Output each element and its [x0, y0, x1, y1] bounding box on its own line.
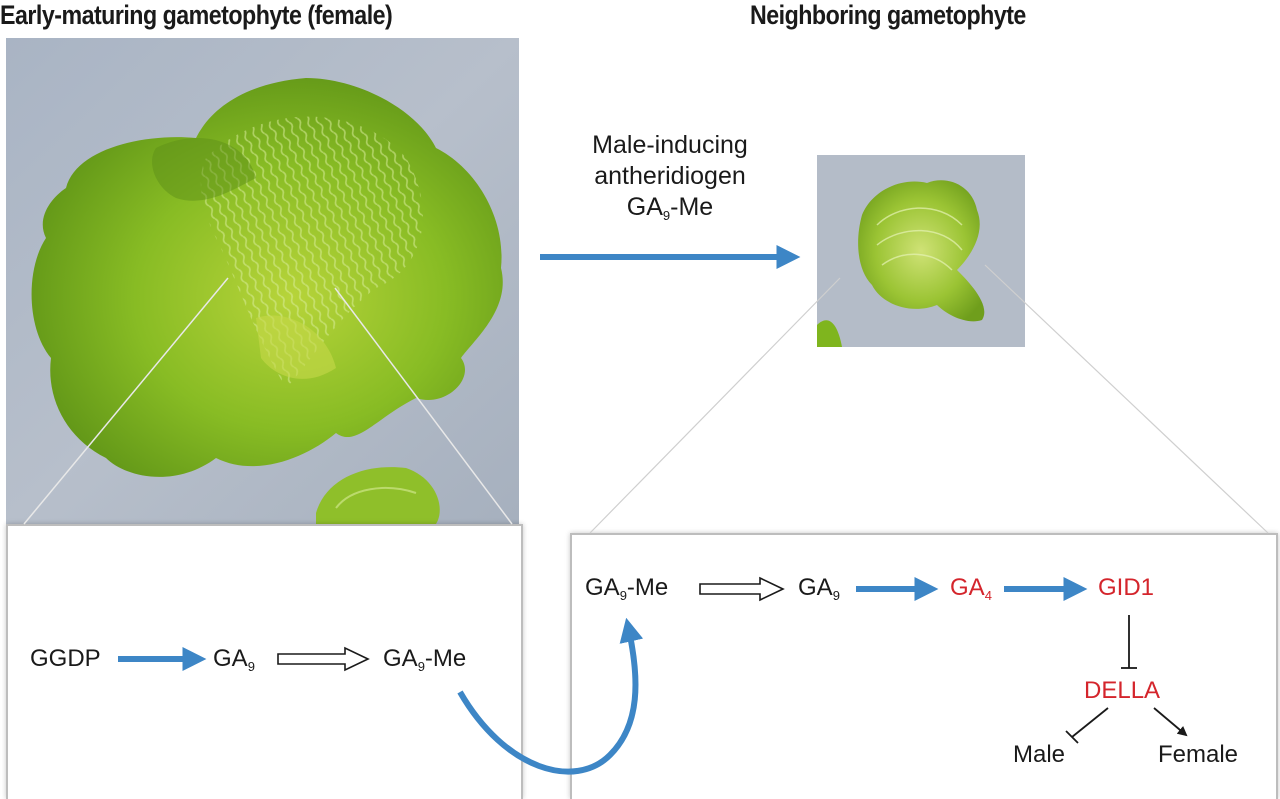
female-gametophyte-photo: [6, 38, 519, 524]
male-label: Male: [1013, 741, 1066, 768]
caption-line-2: antheridiogen: [594, 162, 746, 190]
neighboring-gametophyte-photo: [817, 155, 1025, 347]
right-ga9-label: GA9: [798, 574, 840, 603]
caption-line-1: Male-inducing: [592, 131, 748, 159]
right-heading: Neighboring gametophyte: [750, 0, 1026, 30]
left-pathway-panel: [6, 524, 523, 799]
left-heading: Early-maturing gametophyte (female): [0, 0, 393, 30]
left-ga9-label: GA9: [213, 645, 255, 674]
ggdp-label: GGDP: [30, 645, 101, 672]
caption-line-3: GA9-Me: [626, 193, 714, 223]
zoom-line-right-b: [984, 264, 1269, 534]
gid1-label: GID1: [1098, 574, 1155, 601]
antheridiogen-caption: Male-inducing antheridiogen GA9-Me: [560, 130, 780, 223]
della-label: DELLA: [1084, 677, 1161, 704]
left-ga9-me-label: GA9-Me: [383, 645, 467, 674]
zoom-line-right-a: [589, 277, 841, 534]
right-ga9-me-label: GA9-Me: [585, 574, 669, 603]
female-label: Female: [1158, 741, 1239, 768]
ga4-label: GA4: [950, 574, 992, 603]
